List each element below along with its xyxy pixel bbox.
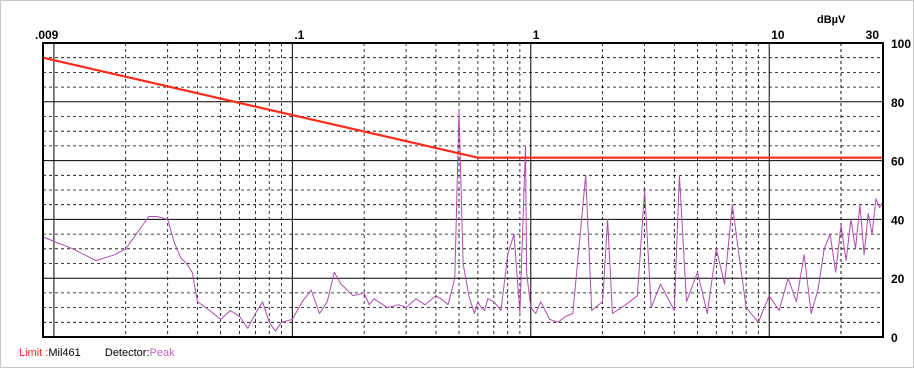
y-tick-label: 80: [891, 96, 905, 110]
y-tick-label: 60: [891, 155, 905, 169]
y-axis-ticks: 0 20 40 60 80 100: [891, 37, 911, 345]
grid: [43, 43, 883, 337]
plot-area-border: [42, 42, 884, 338]
y-tick-label: 100: [891, 37, 911, 51]
x-tick-label: 30: [866, 28, 880, 42]
y-unit-label: dBµV: [817, 14, 846, 26]
x-tick-label: 1: [533, 28, 540, 42]
y-tick-label: 40: [891, 213, 905, 227]
y-tick-label: 0: [891, 331, 898, 345]
legend-limit-name: Mil461: [48, 347, 81, 359]
legend-detector-label: Detector:: [104, 347, 150, 359]
x-axis-ticks: .009 .1 1 10 30: [35, 28, 879, 42]
series-peak-line: [42, 110, 884, 332]
series-layer: [42, 56, 884, 332]
x-tick-label: .1: [294, 28, 304, 42]
legend: Limit : Mil461 Detector: Peak: [19, 347, 175, 359]
x-tick-label: .009: [35, 28, 59, 42]
x-tick-label: 10: [771, 28, 785, 42]
series-limit-line: [42, 56, 883, 159]
legend-limit-label: Limit :: [19, 347, 49, 359]
y-tick-label: 20: [891, 272, 905, 286]
legend-detector-name: Peak: [149, 347, 175, 359]
